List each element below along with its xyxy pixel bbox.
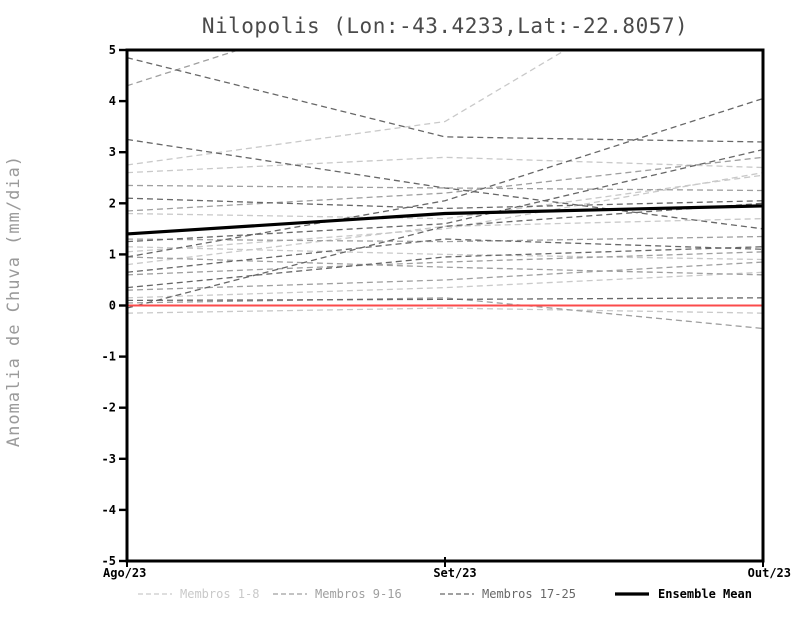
y-tick-label: 1 bbox=[109, 247, 116, 261]
y-tick-label: 5 bbox=[109, 43, 116, 57]
member-line bbox=[127, 156, 763, 174]
member-line bbox=[127, 57, 763, 143]
y-tick-label: -3 bbox=[102, 452, 116, 466]
y-axis-label: Anomalia de Chuva (mm/dia) bbox=[4, 154, 24, 448]
y-tick-label: 2 bbox=[109, 196, 116, 210]
legend-label: Ensemble Mean bbox=[658, 587, 752, 601]
member-line bbox=[127, 238, 763, 273]
member-line bbox=[127, 156, 763, 212]
member-line bbox=[127, 202, 763, 309]
member-line bbox=[127, 256, 763, 276]
x-tick-label: Set/23 bbox=[433, 566, 476, 580]
member-line bbox=[127, 246, 763, 261]
member-line bbox=[127, 171, 763, 253]
member-line bbox=[127, 50, 567, 166]
x-tick-label: Ago/23 bbox=[103, 566, 146, 580]
y-tick-label: -5 bbox=[102, 554, 116, 568]
x-tick-label: Out/23 bbox=[748, 566, 791, 580]
ensemble-mean-line bbox=[127, 204, 763, 236]
y-tick-label: 0 bbox=[109, 299, 116, 313]
member-line bbox=[127, 235, 763, 243]
member-line bbox=[127, 246, 763, 289]
member-line bbox=[127, 297, 763, 302]
member-line bbox=[127, 307, 763, 314]
legend-label: Membros 17-25 bbox=[482, 587, 576, 601]
y-tick-label: -4 bbox=[102, 503, 116, 517]
y-tick-label: -1 bbox=[102, 350, 116, 364]
member-line bbox=[127, 297, 763, 330]
member-line bbox=[127, 50, 241, 87]
member-line bbox=[127, 251, 763, 276]
y-tick-label: 3 bbox=[109, 145, 116, 159]
y-tick-label: 4 bbox=[109, 94, 116, 108]
member-line bbox=[127, 217, 763, 266]
chart-title: Nilopolis (Lon:-43.4233,Lat:-22.8057) bbox=[201, 14, 689, 38]
legend-label: Membros 9-16 bbox=[315, 587, 402, 601]
member-line bbox=[127, 138, 763, 230]
member-line bbox=[127, 97, 763, 258]
member-line bbox=[127, 271, 763, 299]
member-line bbox=[127, 184, 763, 192]
legend-label: Membros 1-8 bbox=[180, 587, 259, 601]
member-line bbox=[127, 261, 763, 291]
member-line bbox=[127, 197, 763, 210]
y-tick-label: -2 bbox=[102, 401, 116, 415]
